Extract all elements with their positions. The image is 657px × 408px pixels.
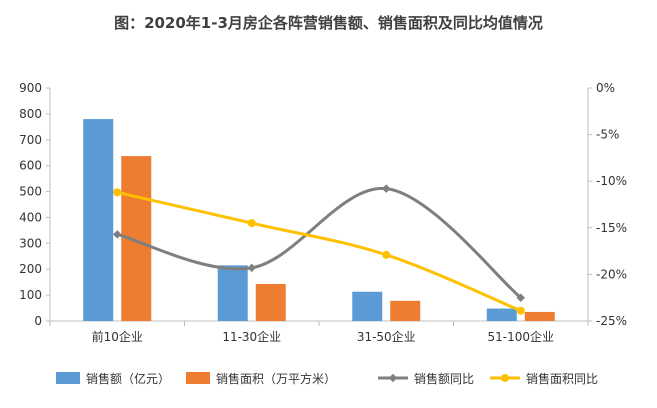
legend-label: 销售额同比 (414, 371, 474, 386)
point-sales-area-yoy (382, 250, 391, 259)
y-left-tick-label: 400 (19, 210, 42, 224)
y-right-tick-label: 0% (596, 81, 615, 95)
bar-sales-amount (352, 291, 383, 321)
legend-label: 销售面积同比 (526, 371, 598, 386)
x-tick-label: 51-100企业 (487, 329, 554, 344)
y-left-tick-label: 100 (19, 288, 42, 302)
point-sales-area-yoy (247, 219, 256, 228)
chart-title: 图：2020年1-3月房企各阵营销售额、销售面积及同比均值情况 (114, 14, 543, 32)
y-right-tick-label: -25% (596, 314, 627, 328)
bar-sales-amount (486, 308, 517, 321)
bar-sales-area (255, 283, 286, 321)
bar-sales-area (390, 300, 421, 321)
legend-swatch (186, 372, 210, 384)
y-right-tick-label: -5% (596, 128, 619, 142)
y-left-tick-label: 700 (19, 133, 42, 147)
line-sales-area-yoy (116, 190, 522, 313)
y-left-tick-label: 600 (19, 159, 42, 173)
x-tick-label: 11-30企业 (222, 329, 281, 344)
point-sales-area-yoy (516, 306, 525, 315)
bar-sales-area (524, 311, 555, 321)
y-left-tick-label: 200 (19, 262, 42, 276)
bar-sales-amount (217, 265, 248, 321)
y-right-tick-label: -10% (596, 174, 627, 188)
y-right-tick-label: -20% (596, 267, 627, 281)
legend-label: 销售额（亿元） (86, 371, 170, 386)
y-left-tick-label: 900 (19, 81, 42, 95)
bar-sales-amount (83, 119, 114, 321)
y-left-tick-label: 300 (19, 236, 42, 250)
point-sales-amount-yoy (113, 230, 122, 239)
y-left-tick-label: 800 (19, 107, 42, 121)
y-left-tick-label: 0 (34, 314, 42, 328)
y-right-tick-label: -15% (596, 221, 627, 235)
line-sales-amount-yoy (116, 187, 522, 299)
legend-label: 销售面积（万平方米） (216, 371, 336, 386)
point-sales-amount-yoy (516, 293, 525, 302)
x-tick-label: 前10企业 (92, 329, 143, 344)
point-sales-area-yoy (113, 188, 122, 197)
point-sales-amount-yoy (247, 263, 256, 273)
legend-marker (388, 373, 398, 383)
y-left-tick-label: 500 (19, 185, 42, 199)
legend-swatch (56, 372, 80, 384)
point-sales-amount-yoy (382, 184, 391, 193)
x-tick-label: 31-50企业 (357, 329, 416, 344)
legend-marker (501, 374, 509, 382)
